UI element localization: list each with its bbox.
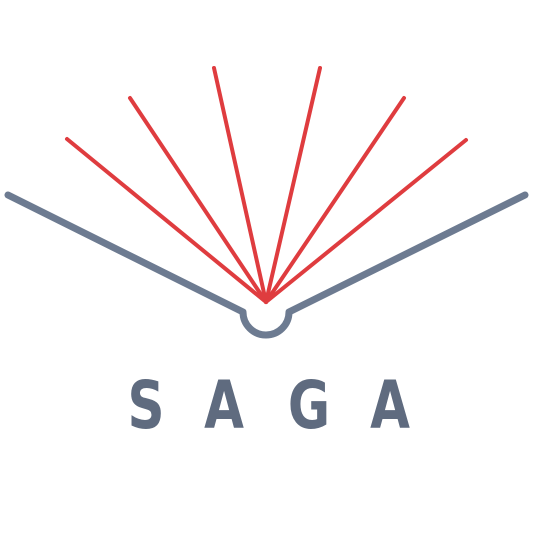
wordmark-letter-3: G (287, 367, 331, 444)
saga-wordmark: S A G A (0, 370, 534, 442)
light-ray-1 (65, 137, 268, 304)
wordmark-letter-2: A (204, 367, 244, 444)
light-ray-5 (264, 96, 406, 304)
wordmark-letter-4: A (370, 367, 410, 444)
wordmark-letter-1: S (127, 367, 165, 444)
open-book-icon (4, 191, 529, 339)
light-ray-3 (212, 66, 268, 304)
light-ray-4 (264, 66, 322, 304)
light-ray-6 (264, 138, 468, 304)
light-rays-icon (65, 66, 468, 304)
light-ray-2 (128, 96, 268, 304)
